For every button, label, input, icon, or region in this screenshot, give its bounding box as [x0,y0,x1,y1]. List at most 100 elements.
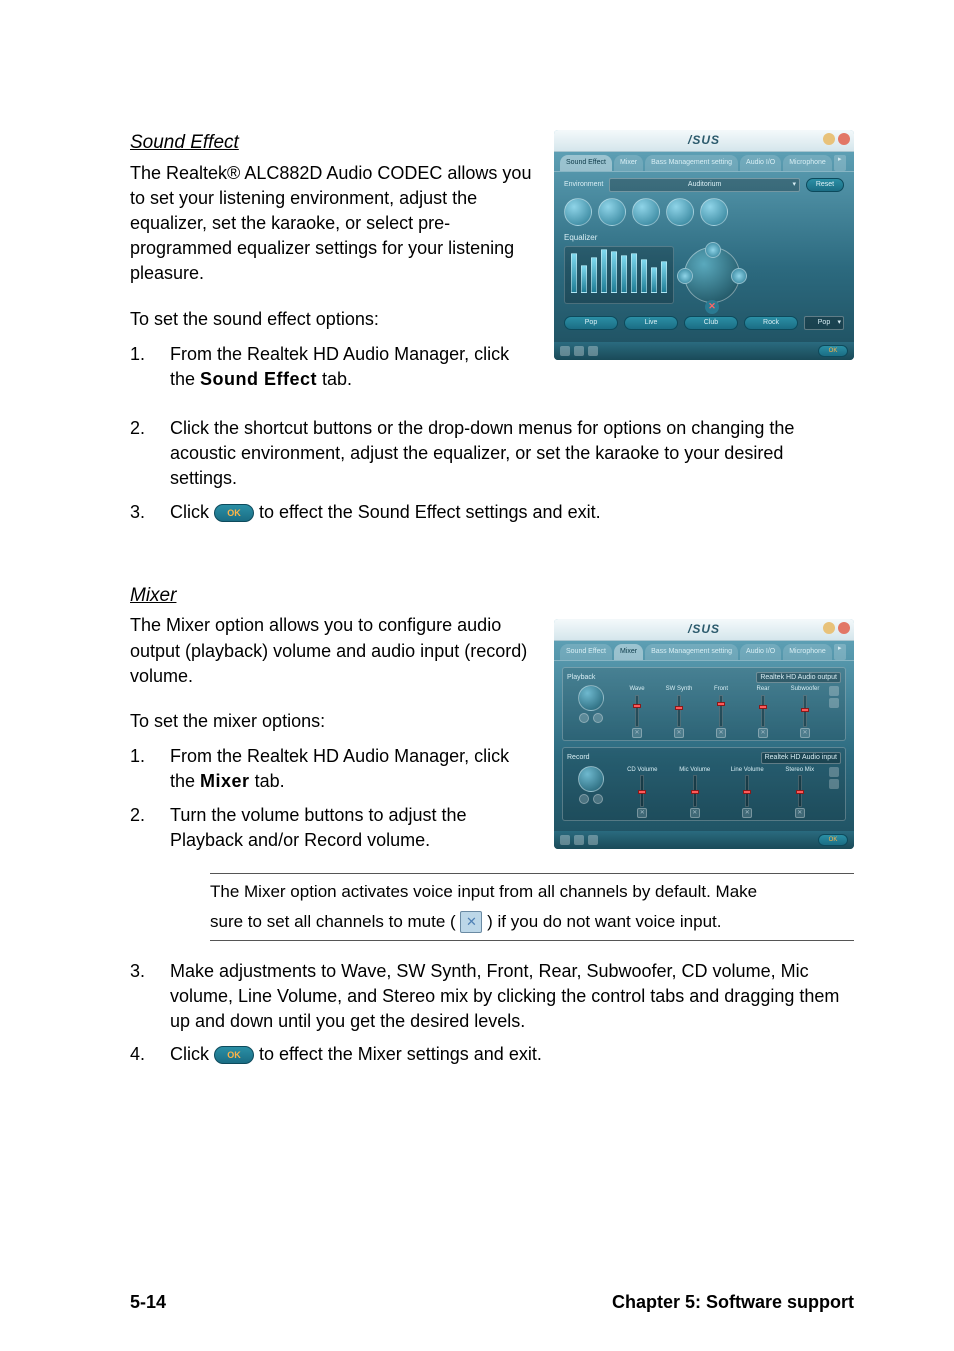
karaoke-sub-icon[interactable] [731,268,747,284]
playback-volume-knob[interactable] [578,685,604,711]
eq-preset-club[interactable]: Club [684,316,738,330]
eq-slider[interactable] [591,257,597,293]
playback-device-dropdown[interactable]: Realtek HD Audio output [756,672,841,684]
env-preset-icon[interactable] [700,198,728,226]
channel-mute-icon[interactable]: ✕ [742,808,752,818]
slider-handle[interactable] [743,790,751,794]
channel-mute-icon[interactable]: ✕ [632,728,642,738]
tray-icon[interactable] [560,835,570,845]
tray-icon[interactable] [574,835,584,845]
shot-ok-button[interactable]: OK [818,345,848,357]
channel-slider[interactable]: CD Volume✕ [617,766,668,818]
channel-slider[interactable]: Mic Volume✕ [670,766,721,818]
tab-audio-io[interactable]: Audio I/O [740,644,781,660]
shot-ok-button[interactable]: OK [818,834,848,846]
slider-handle[interactable] [633,704,641,708]
channel-slider[interactable]: Front✕ [701,685,741,737]
tab-mixer[interactable]: Mixer [614,155,643,171]
karaoke-sub-icon[interactable] [705,242,721,258]
channel-mute-icon[interactable]: ✕ [800,728,810,738]
tab-bass[interactable]: Bass Management setting [645,155,738,171]
slider-handle[interactable] [638,790,646,794]
slider-track[interactable] [798,775,802,807]
eq-slider[interactable] [621,255,627,293]
slider-track[interactable] [803,695,807,727]
channel-slider[interactable]: Wave✕ [617,685,657,737]
slider-handle[interactable] [691,790,699,794]
env-preset-icon[interactable] [666,198,694,226]
ok-button-inline[interactable]: OK [214,1046,254,1064]
close-icon[interactable] [838,133,850,145]
tabs-scroll-icon[interactable]: ▸ [834,644,846,660]
slider-track[interactable] [677,695,681,727]
env-preset-icon[interactable] [564,198,592,226]
ok-button-inline[interactable]: OK [214,504,254,522]
scroll-left-icon[interactable] [829,767,839,777]
environment-dropdown[interactable]: Auditorium [609,178,800,192]
slider-track[interactable] [745,775,749,807]
channel-slider[interactable]: Stereo Mix✕ [775,766,826,818]
channel-mute-icon[interactable]: ✕ [758,728,768,738]
minimize-icon[interactable] [823,133,835,145]
tabs-scroll-icon[interactable]: ▸ [834,155,846,171]
slider-track[interactable] [640,775,644,807]
tab-bass[interactable]: Bass Management setting [645,644,738,660]
channel-mute-icon[interactable]: ✕ [637,808,647,818]
channel-mute-icon[interactable]: ✕ [690,808,700,818]
record-volume-knob[interactable] [578,766,604,792]
tray-icon[interactable] [574,346,584,356]
channel-slider[interactable]: Subwoofer✕ [785,685,825,737]
reset-button[interactable]: Reset [806,178,844,192]
env-preset-icon[interactable] [598,198,626,226]
mute-icon[interactable] [593,713,603,723]
equalizer-sliders[interactable] [564,246,674,304]
scroll-right-icon[interactable] [829,698,839,708]
slider-track[interactable] [693,775,697,807]
eq-slider[interactable] [631,253,637,293]
eq-preset-pop[interactable]: Pop [564,316,618,330]
channel-mute-icon[interactable]: ✕ [795,808,805,818]
tab-sound-effect[interactable]: Sound Effect [560,155,612,171]
eq-preset-live[interactable]: Live [624,316,678,330]
eq-slider[interactable] [651,267,657,293]
eq-slider[interactable] [571,253,577,293]
eq-preset-rock[interactable]: Rock [744,316,798,330]
channel-slider[interactable]: SW Synth✕ [659,685,699,737]
eq-slider[interactable] [581,265,587,293]
slider-track[interactable] [719,695,723,727]
tab-microphone[interactable]: Microphone [783,644,832,660]
tab-microphone[interactable]: Microphone [783,155,832,171]
eq-slider[interactable] [661,261,667,293]
eq-slider[interactable] [601,249,607,293]
mute-icon[interactable] [593,794,603,804]
slider-handle[interactable] [796,790,804,794]
karaoke-sub-icon[interactable] [677,268,693,284]
minimize-icon[interactable] [823,622,835,634]
tray-icon[interactable] [588,346,598,356]
scroll-right-icon[interactable] [829,779,839,789]
tab-mixer[interactable]: Mixer [614,644,643,660]
eq-slider[interactable] [611,251,617,293]
channel-mute-icon[interactable]: ✕ [716,728,726,738]
channel-mute-icon[interactable]: ✕ [674,728,684,738]
scroll-left-icon[interactable] [829,686,839,696]
eq-preset-dropdown[interactable]: Pop [804,316,844,330]
slider-track[interactable] [761,695,765,727]
channel-slider[interactable]: Line Volume✕ [722,766,773,818]
tray-icon[interactable] [588,835,598,845]
tab-sound-effect[interactable]: Sound Effect [560,644,612,660]
close-icon[interactable] [838,622,850,634]
slider-track[interactable] [635,695,639,727]
balance-icon[interactable] [579,794,589,804]
karaoke-knob[interactable]: ✕ [684,247,740,303]
balance-icon[interactable] [579,713,589,723]
eq-slider[interactable] [641,259,647,293]
slider-handle[interactable] [801,708,809,712]
tray-icon[interactable] [560,346,570,356]
env-preset-icon[interactable] [632,198,660,226]
channel-slider[interactable]: Rear✕ [743,685,783,737]
karaoke-close-icon[interactable]: ✕ [705,300,719,314]
slider-handle[interactable] [717,702,725,706]
slider-handle[interactable] [675,706,683,710]
record-device-dropdown[interactable]: Realtek HD Audio input [761,752,841,764]
